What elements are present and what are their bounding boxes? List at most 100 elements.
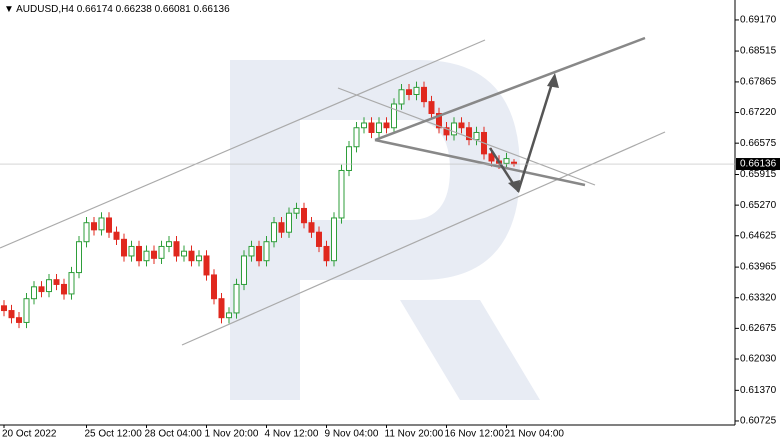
candle-body — [473, 131, 480, 141]
y-tick-label: 0.65270 — [740, 200, 777, 211]
arrow-head — [547, 73, 559, 88]
x-tick-label: 20 Oct 2022 — [2, 429, 57, 440]
header-arrow: ▼ — [4, 4, 16, 15]
candle-body — [1, 305, 7, 312]
candle-body — [31, 286, 37, 300]
y-tick-label: 0.63320 — [740, 292, 777, 303]
candle-body — [323, 245, 330, 262]
candle-body — [278, 222, 285, 233]
candle-body — [406, 89, 412, 95]
candle-body — [248, 245, 255, 257]
arrow-head — [508, 180, 520, 193]
candle-body — [301, 207, 307, 224]
candle-body — [241, 255, 247, 285]
candle-body — [128, 245, 135, 257]
candle-body — [181, 250, 187, 257]
candle-body — [413, 86, 420, 95]
candle-body — [113, 231, 120, 240]
candle-body — [166, 241, 172, 247]
y-tick-label: 0.62675 — [740, 323, 777, 334]
forecast-arrows — [488, 79, 555, 193]
x-tick-label: 4 Nov 12:00 — [265, 429, 319, 440]
x-tick-label: 21 Nov 04:00 — [505, 429, 565, 440]
y-tick-label: 0.68515 — [740, 46, 777, 57]
candle-body — [488, 153, 495, 162]
candle-body — [443, 127, 450, 136]
candle-body — [98, 217, 105, 231]
ohlc-low: 0.66081 — [155, 4, 192, 15]
y-tick-label: 0.65915 — [740, 169, 777, 180]
candle-body — [271, 222, 277, 243]
candle-body — [83, 222, 90, 243]
y-tick-label: 0.67865 — [740, 77, 777, 88]
candles — [1, 81, 517, 329]
symbol: AUDUSD,H4 — [16, 4, 74, 15]
candle-body — [286, 212, 292, 233]
y-tick-label: 0.60725 — [740, 416, 777, 427]
candle-body — [263, 241, 270, 262]
candle-body — [76, 241, 82, 274]
x-tick-label: 25 Oct 12:00 — [85, 429, 143, 440]
candle-body — [331, 217, 337, 262]
axis-labels: 0.69170 0.68515 0.67865 0.67220 0.66575 0.659… — [0, 15, 780, 440]
x-tick-label: 16 Nov 12:00 — [445, 429, 505, 440]
ohlc-open: 0.66174 — [77, 4, 114, 15]
candle-body — [136, 245, 142, 262]
x-tick-label: 1 Nov 20:00 — [205, 429, 259, 440]
candle-body — [376, 122, 382, 133]
candle-body — [173, 241, 180, 257]
candle-body — [233, 283, 240, 314]
trendlines — [0, 39, 666, 346]
candle-body — [361, 122, 367, 129]
candle-body — [196, 255, 202, 262]
candle-body — [143, 250, 150, 262]
ohlc-high: 0.66238 — [116, 4, 153, 15]
candle-body — [68, 272, 75, 295]
ohlc-close: 0.66136 — [194, 4, 231, 15]
candle-body — [121, 238, 127, 257]
candle-body — [211, 274, 217, 300]
y-tick-label: 0.67220 — [740, 107, 777, 118]
candle-body — [391, 103, 397, 129]
y-tick-label: 0.63965 — [740, 262, 777, 273]
candle-body — [151, 250, 157, 259]
header: ▼ AUDUSD,H4 0.66174 0.66238 0.66081 0.66… — [4, 4, 230, 15]
forecast-lines — [374, 36, 646, 187]
candle-body — [106, 217, 112, 233]
candle-body — [293, 207, 300, 214]
candle-body — [188, 250, 195, 262]
y-tick-label: 0.62030 — [740, 354, 777, 365]
y-tick-label: 0.61370 — [740, 385, 777, 396]
candle-body — [158, 245, 165, 259]
x-tick-label: 11 Nov 20:00 — [385, 429, 444, 440]
candle-body — [458, 122, 465, 129]
candle-body — [451, 122, 457, 136]
candle-body — [383, 122, 390, 129]
candle-body — [466, 127, 472, 141]
y-tick-label: 0.69170 — [740, 15, 777, 26]
candle-body — [38, 286, 45, 293]
candle-body — [353, 127, 360, 148]
candle-body — [346, 146, 352, 171]
candle-body — [368, 122, 375, 133]
price-label-box — [736, 158, 780, 171]
candle-body — [8, 310, 15, 319]
price-label: 0.66136 — [740, 159, 777, 170]
candle-body — [398, 89, 405, 105]
candle-body — [53, 279, 60, 285]
candle-body — [308, 222, 315, 233]
candle-body — [226, 312, 232, 319]
x-tick-label: 28 Oct 04:00 — [145, 429, 203, 440]
candle-body — [428, 101, 435, 114]
candle-body — [91, 222, 97, 231]
y-tick-label: 0.64625 — [740, 230, 777, 241]
y-tick-label: 0.66575 — [740, 138, 777, 149]
candle-body — [46, 279, 52, 293]
candle-body — [16, 317, 22, 323]
candle-body — [503, 158, 510, 164]
candle-body — [203, 255, 210, 276]
candle-body — [218, 298, 225, 319]
x-tick-label: 9 Nov 04:00 — [325, 429, 379, 440]
candle-body — [23, 298, 30, 323]
